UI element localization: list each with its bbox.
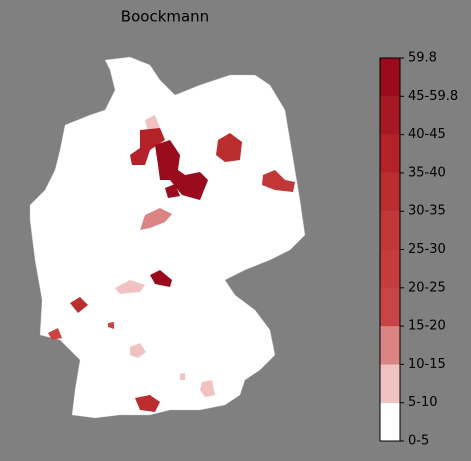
colorbar-tick-label: 25-30 — [408, 242, 446, 257]
region — [115, 280, 145, 294]
colorbar-segment — [380, 249, 400, 288]
colorbar-segment — [380, 96, 400, 135]
colorbar-segment — [380, 211, 400, 250]
colorbar-tick-label: 30-35 — [408, 204, 446, 219]
region — [262, 170, 295, 192]
region — [135, 395, 160, 412]
region — [200, 380, 215, 397]
colorbar-tick-label: 20-25 — [408, 280, 446, 295]
region — [108, 322, 114, 329]
region — [150, 270, 172, 287]
colorbar-tick-label: 10-15 — [408, 357, 446, 372]
region — [140, 208, 172, 230]
colorbar-segment — [380, 402, 400, 441]
colorbar-tick-label: 15-20 — [408, 319, 446, 334]
colorbar-segment — [380, 326, 400, 365]
region — [180, 373, 185, 380]
region — [155, 140, 208, 200]
colorbar-tick-label: 35-40 — [408, 165, 446, 180]
region — [145, 115, 160, 132]
colorbar-tick-label: 0-5 — [408, 434, 429, 449]
colorbar-segment — [380, 287, 400, 327]
colorbar-segment — [380, 134, 400, 173]
colorbar-tick-label: 5-10 — [408, 395, 438, 410]
region — [216, 133, 242, 162]
region — [48, 328, 62, 340]
region — [165, 184, 180, 198]
map-title: Boockmann — [121, 8, 209, 26]
region — [130, 343, 146, 358]
colorbar-tick-label: 40-45 — [408, 127, 446, 142]
germany-map — [29, 56, 306, 419]
colorbar: 0-5 5-10 10-15 15-20 20-25 25-30 30-35 35-40 40-… — [379, 51, 458, 449]
colorbar-frame — [379, 57, 401, 442]
colorbar-segment — [380, 364, 400, 403]
colorbar-tick-label: 45-59.8 — [408, 89, 458, 104]
colorbar-segment — [380, 58, 400, 97]
colorbar-segment — [380, 172, 400, 212]
region — [70, 297, 88, 313]
colorbar-tick-label: 59.8 — [408, 51, 437, 66]
region — [130, 128, 165, 165]
